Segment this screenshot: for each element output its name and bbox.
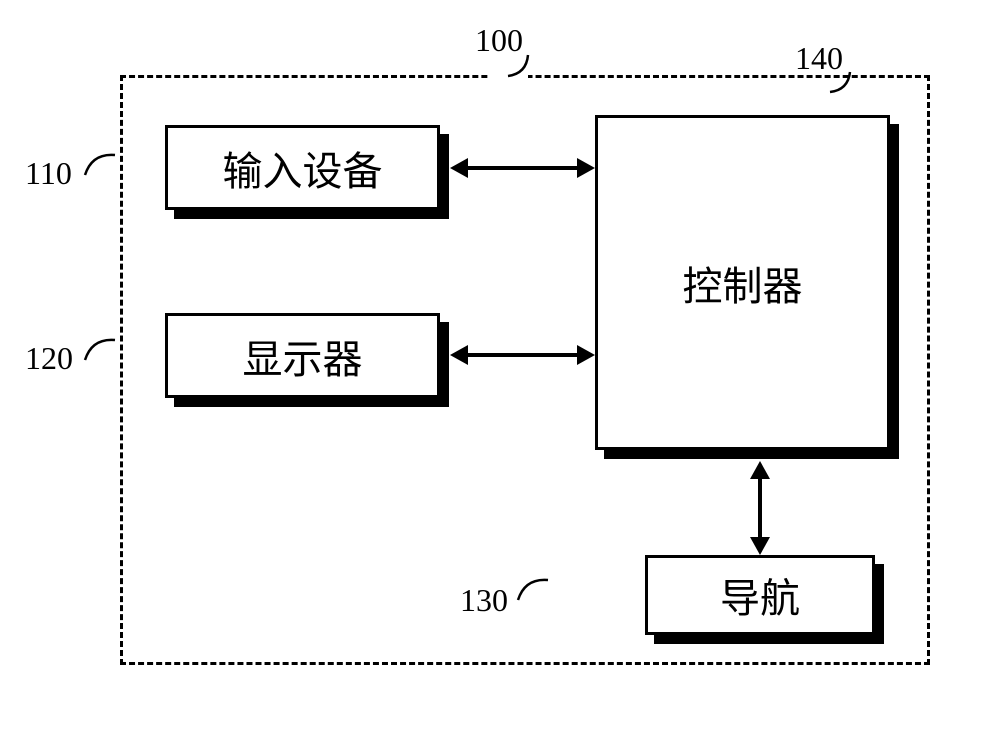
connector-overlay <box>0 0 1000 737</box>
diagram-canvas: 输入设备 显示器 导航 控制器 100 110 120 130 140 <box>0 0 1000 737</box>
